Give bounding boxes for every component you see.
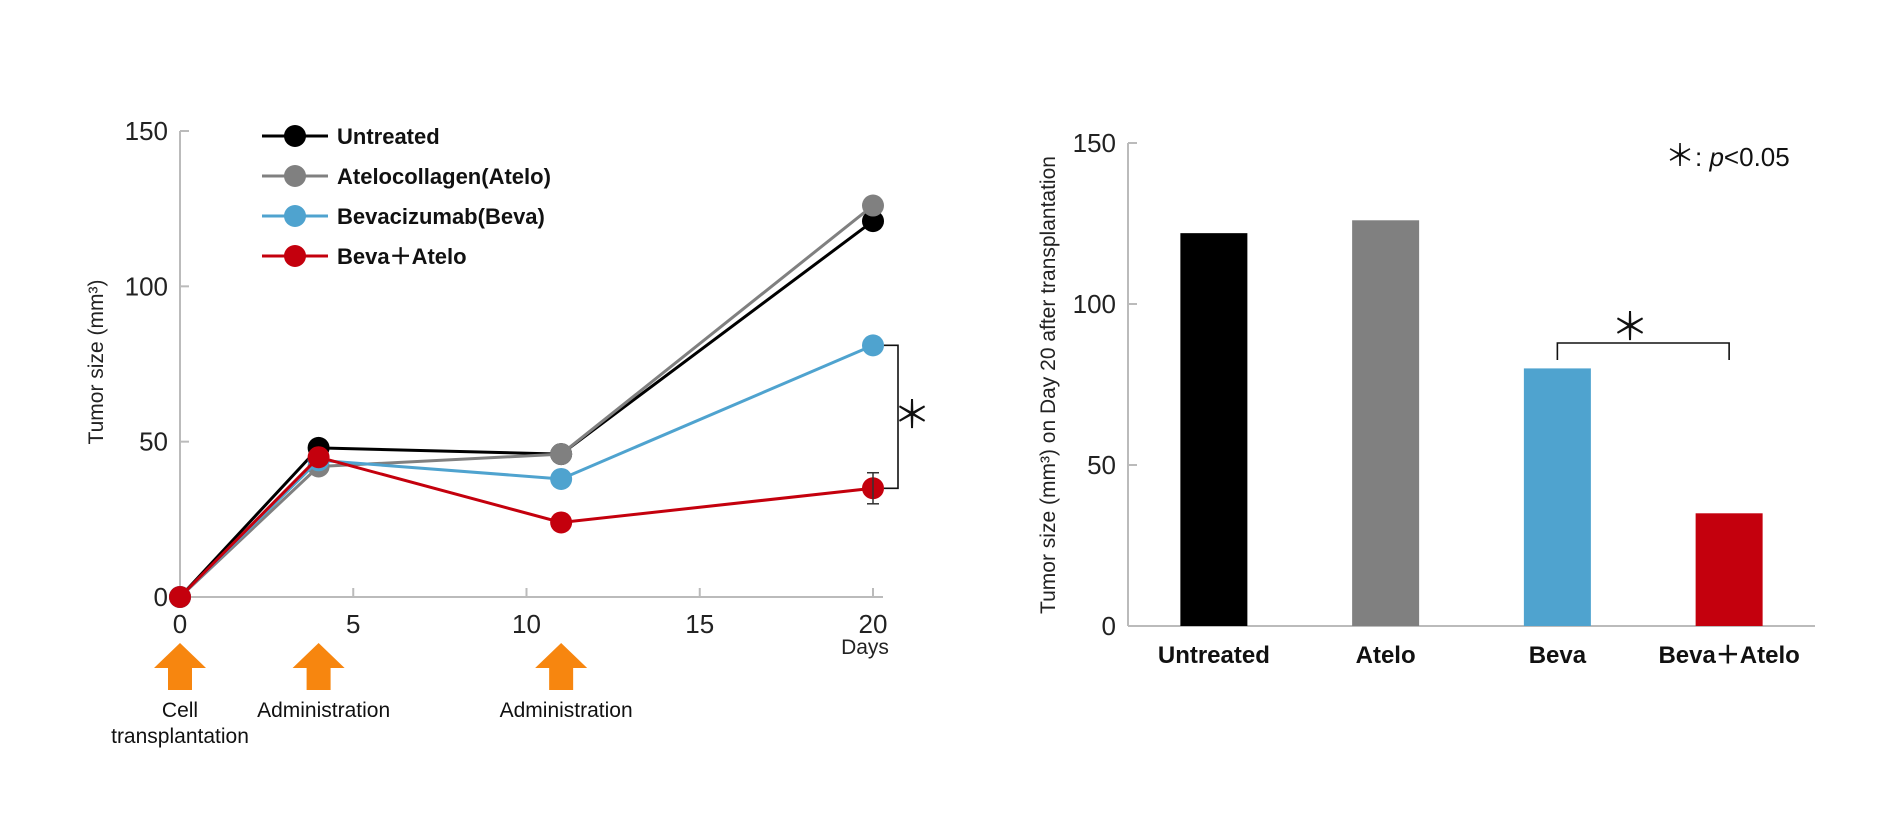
legend-label: Atelocollagen(Atelo) — [337, 164, 551, 189]
line-chart-series-2 — [169, 334, 884, 608]
legend-item-0: Untreated — [262, 124, 440, 149]
legend-label: Untreated — [337, 124, 440, 149]
bar-chart-bars — [1180, 220, 1763, 626]
line-chart-x-tick-label: 20 — [859, 609, 888, 639]
line-chart-significance-bracket: ＊ — [884, 344, 931, 490]
line-chart-series-line — [178, 219, 874, 599]
annotation-1: Administration — [257, 643, 390, 722]
bar-chart-significance-bracket: ＊ — [1556, 307, 1730, 360]
legend-item-2: Bevacizumab(Beva) — [262, 204, 545, 229]
p-value-note-sep: : — [1695, 142, 1709, 172]
bar-chart-y-ticks: 0 50 100 150 — [1073, 128, 1137, 641]
annotation-label: Cell — [162, 699, 198, 722]
p-value-note-mark: ＊ — [1665, 140, 1695, 173]
line-chart-legend: Untreated Atelocollagen(Atelo) Bevacizumab… — [262, 124, 551, 269]
p-value-note: ＊: p<0.05 — [1665, 140, 1790, 173]
line-chart: 0 50 100 150 0 5 10 15 20 Tumor size (mm³) Days… — [85, 116, 931, 748]
line-chart-x-tick-label: 15 — [685, 609, 714, 639]
bar-chart-category-labels: Untreated Atelo Beva Beva＋Atelo — [1158, 642, 1800, 669]
bar-chart-y-tick-label: 50 — [1087, 450, 1116, 480]
legend-item-3: Beva＋Atelo — [262, 244, 467, 269]
line-chart-data-point — [862, 194, 884, 217]
line-chart-series-3 — [169, 446, 884, 608]
line-chart-series-line — [178, 455, 874, 599]
line-chart-x-axis-title: Days — [841, 636, 889, 659]
line-chart-data-point — [550, 511, 573, 534]
significance-bracket-line — [1556, 342, 1730, 360]
line-chart-data-point — [862, 334, 884, 357]
bar-category-label: Beva — [1529, 642, 1587, 669]
line-chart-y-tick-label: 0 — [154, 582, 168, 612]
bar-chart-y-tick-label: 100 — [1073, 289, 1116, 319]
line-chart-y-tick-label: 50 — [139, 427, 168, 457]
orange-up-arrow-icon — [535, 643, 588, 690]
orange-up-arrow-icon — [154, 643, 206, 690]
line-chart-data-point — [550, 443, 573, 466]
line-chart-series-line — [178, 343, 874, 599]
line-chart-data-point — [550, 467, 573, 490]
significance-bracket-line — [884, 344, 899, 490]
line-chart-series-line — [178, 204, 874, 599]
p-value-note-rest: <0.05 — [1724, 142, 1790, 172]
bar-category-label: Beva＋Atelo — [1658, 642, 1799, 669]
line-chart-x-tick-label: 0 — [173, 609, 187, 639]
legend-marker — [284, 245, 306, 267]
line-chart-series-0 — [169, 210, 884, 608]
line-chart-data-point — [862, 210, 884, 233]
annotation-label: Administration — [500, 699, 633, 722]
line-chart-x-tick-label: 10 — [512, 609, 541, 639]
bar-3 — [1695, 513, 1763, 626]
bar-chart-y-tick-label: 150 — [1073, 128, 1116, 158]
bar-chart: 0 50 100 150 Tumor size (mm³) on Day 20 aft… — [1037, 128, 1815, 669]
line-chart-x-ticks: 0 5 10 15 20 — [173, 588, 888, 639]
bar-1 — [1352, 220, 1420, 626]
legend-marker — [284, 205, 306, 227]
line-chart-axes — [179, 131, 883, 598]
line-chart-data-point — [307, 446, 330, 469]
annotation-label: transplantation — [111, 725, 249, 748]
line-chart-y-ticks: 0 50 100 150 — [125, 116, 189, 612]
legend-marker — [284, 125, 306, 147]
p-value-note-p: p — [1708, 142, 1723, 172]
line-chart-significance-star: ＊ — [893, 395, 931, 437]
line-chart-y-axis-title: Tumor size (mm³) — [85, 280, 108, 445]
orange-up-arrow-icon — [292, 643, 345, 690]
line-chart-error-bar — [867, 471, 879, 505]
bar-chart-y-axis-title: Tumor size (mm³) on Day 20 after transpl… — [1037, 156, 1060, 614]
legend-item-1: Atelocollagen(Atelo) — [262, 164, 551, 189]
bar-category-label: Atelo — [1356, 642, 1416, 669]
annotation-2: Administration — [500, 643, 633, 722]
bar-category-label: Untreated — [1158, 642, 1270, 669]
annotation-label: Administration — [257, 699, 390, 722]
line-chart-y-tick-label: 100 — [125, 271, 168, 301]
line-chart-annotations: Cell transplantation Administration Adminis… — [111, 643, 633, 748]
bar-2 — [1523, 368, 1591, 626]
annotation-0: Cell transplantation — [111, 643, 249, 748]
bar-0 — [1180, 233, 1248, 626]
line-chart-series-group — [169, 194, 884, 608]
legend-label: Bevacizumab(Beva) — [337, 204, 545, 229]
bar-chart-y-tick-label: 0 — [1102, 611, 1116, 641]
legend-label: Beva＋Atelo — [337, 244, 467, 269]
legend-marker — [284, 165, 306, 187]
line-chart-data-point — [169, 586, 191, 608]
line-chart-y-tick-label: 150 — [125, 116, 168, 146]
bar-chart-significance-star: ＊ — [1611, 307, 1649, 349]
line-chart-x-tick-label: 5 — [346, 609, 360, 639]
